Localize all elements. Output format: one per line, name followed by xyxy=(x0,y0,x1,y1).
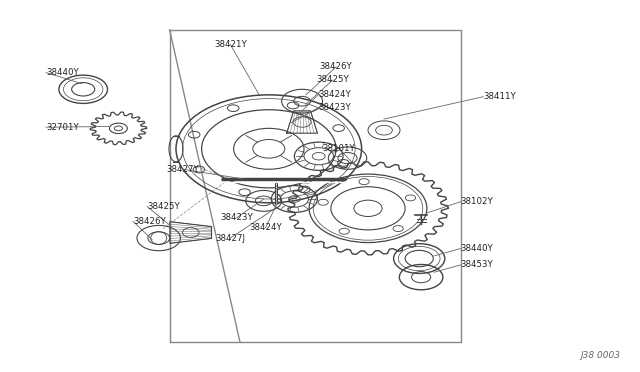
Text: 38440Y: 38440Y xyxy=(46,68,79,77)
Text: 38440Y: 38440Y xyxy=(461,244,493,253)
Text: 38102Y: 38102Y xyxy=(461,197,493,206)
Text: 38426Y: 38426Y xyxy=(133,217,166,226)
Text: 38421Y: 38421Y xyxy=(214,40,247,49)
Text: 38427Y: 38427Y xyxy=(166,165,199,174)
Text: 38423Y: 38423Y xyxy=(318,103,351,112)
Text: 32701Y: 32701Y xyxy=(46,123,79,132)
Text: 38423Y: 38423Y xyxy=(220,213,253,222)
Text: 38425Y: 38425Y xyxy=(316,76,349,84)
Text: J38 0003: J38 0003 xyxy=(581,351,621,360)
Text: 38425Y: 38425Y xyxy=(147,202,180,211)
Text: 38424Y: 38424Y xyxy=(249,223,282,232)
Text: 38101Y: 38101Y xyxy=(323,144,356,153)
Text: 38426Y: 38426Y xyxy=(319,62,353,71)
Text: 38453Y: 38453Y xyxy=(461,260,493,269)
Text: 38411Y: 38411Y xyxy=(483,92,516,101)
Text: 38427J: 38427J xyxy=(216,234,245,243)
Text: 38424Y: 38424Y xyxy=(318,90,351,99)
